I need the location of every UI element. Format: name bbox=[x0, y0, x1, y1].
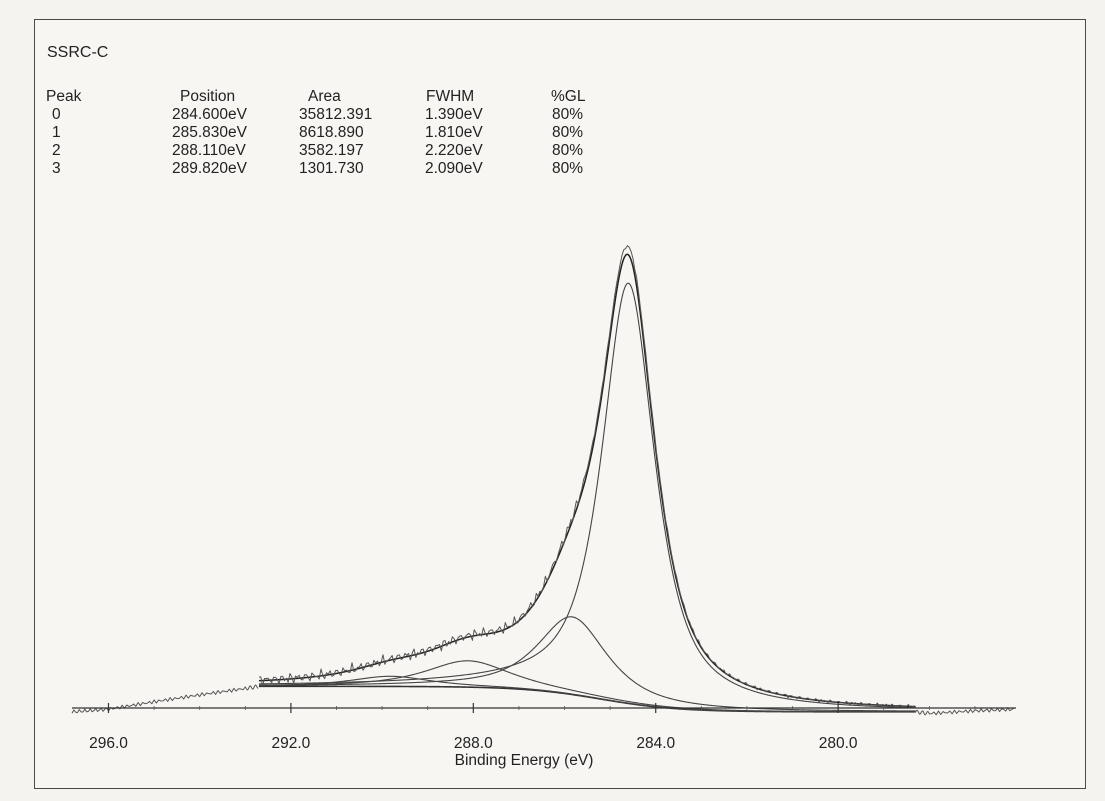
peak-0-gl: 80% bbox=[552, 106, 584, 123]
x-tick-label-1: 292.0 bbox=[272, 735, 311, 752]
peak-1-area: 8618.890 bbox=[299, 124, 364, 141]
x-axis: 296.0 292.0 288.0 284.0 280.0 bbox=[72, 703, 1016, 752]
header-peak: Peak bbox=[46, 88, 82, 105]
peak-2-gl: 80% bbox=[552, 142, 584, 159]
peak-3-area: 1301.730 bbox=[299, 160, 364, 177]
peak-1-position: 285.830eV bbox=[172, 124, 247, 141]
x-tick-label-4: 280.0 bbox=[819, 735, 858, 752]
peak-0-index: 0 bbox=[52, 106, 61, 123]
peak-3-fwhm: 2.090eV bbox=[425, 160, 483, 177]
peak-0-fwhm: 1.390eV bbox=[425, 106, 483, 123]
x-tick-label-2: 288.0 bbox=[454, 735, 493, 752]
header-gl: %GL bbox=[551, 88, 586, 105]
peak-1-gl: 80% bbox=[552, 124, 584, 141]
component-peak-0 bbox=[258, 282, 916, 709]
peak-2-area: 3582.197 bbox=[299, 142, 364, 159]
header-position: Position bbox=[180, 88, 236, 105]
curves-group bbox=[71, 245, 1015, 716]
peak-3-gl: 80% bbox=[552, 160, 584, 177]
x-axis-title: Binding Energy (eV) bbox=[455, 752, 594, 769]
chart-title: SSRC-C bbox=[47, 44, 109, 61]
peak-3-position: 289.820eV bbox=[172, 160, 247, 177]
peak-2-position: 288.110eV bbox=[172, 142, 246, 159]
peak-0-position: 284.600eV bbox=[172, 106, 247, 123]
raw-data-tail-low-be bbox=[915, 707, 1015, 716]
header-fwhm: FWHM bbox=[426, 88, 475, 105]
x-tick-label-0: 296.0 bbox=[89, 735, 128, 752]
chart-frame bbox=[34, 19, 1086, 789]
peak-2-fwhm: 2.220eV bbox=[425, 142, 483, 159]
x-tick-label-3: 284.0 bbox=[636, 735, 675, 752]
raw-data-tail-high-be bbox=[71, 684, 259, 714]
peak-1-index: 1 bbox=[52, 124, 61, 141]
peak-3-index: 3 bbox=[52, 160, 61, 177]
peak-1-fwhm: 1.810eV bbox=[425, 124, 483, 141]
peak-0-area: 35812.391 bbox=[299, 106, 373, 123]
fit-envelope bbox=[258, 253, 916, 708]
component-peak-3 bbox=[258, 675, 916, 713]
component-peak-1 bbox=[258, 616, 916, 712]
header-area: Area bbox=[308, 88, 341, 105]
raw-data-line bbox=[258, 245, 916, 708]
peak-2-index: 2 bbox=[52, 142, 61, 159]
